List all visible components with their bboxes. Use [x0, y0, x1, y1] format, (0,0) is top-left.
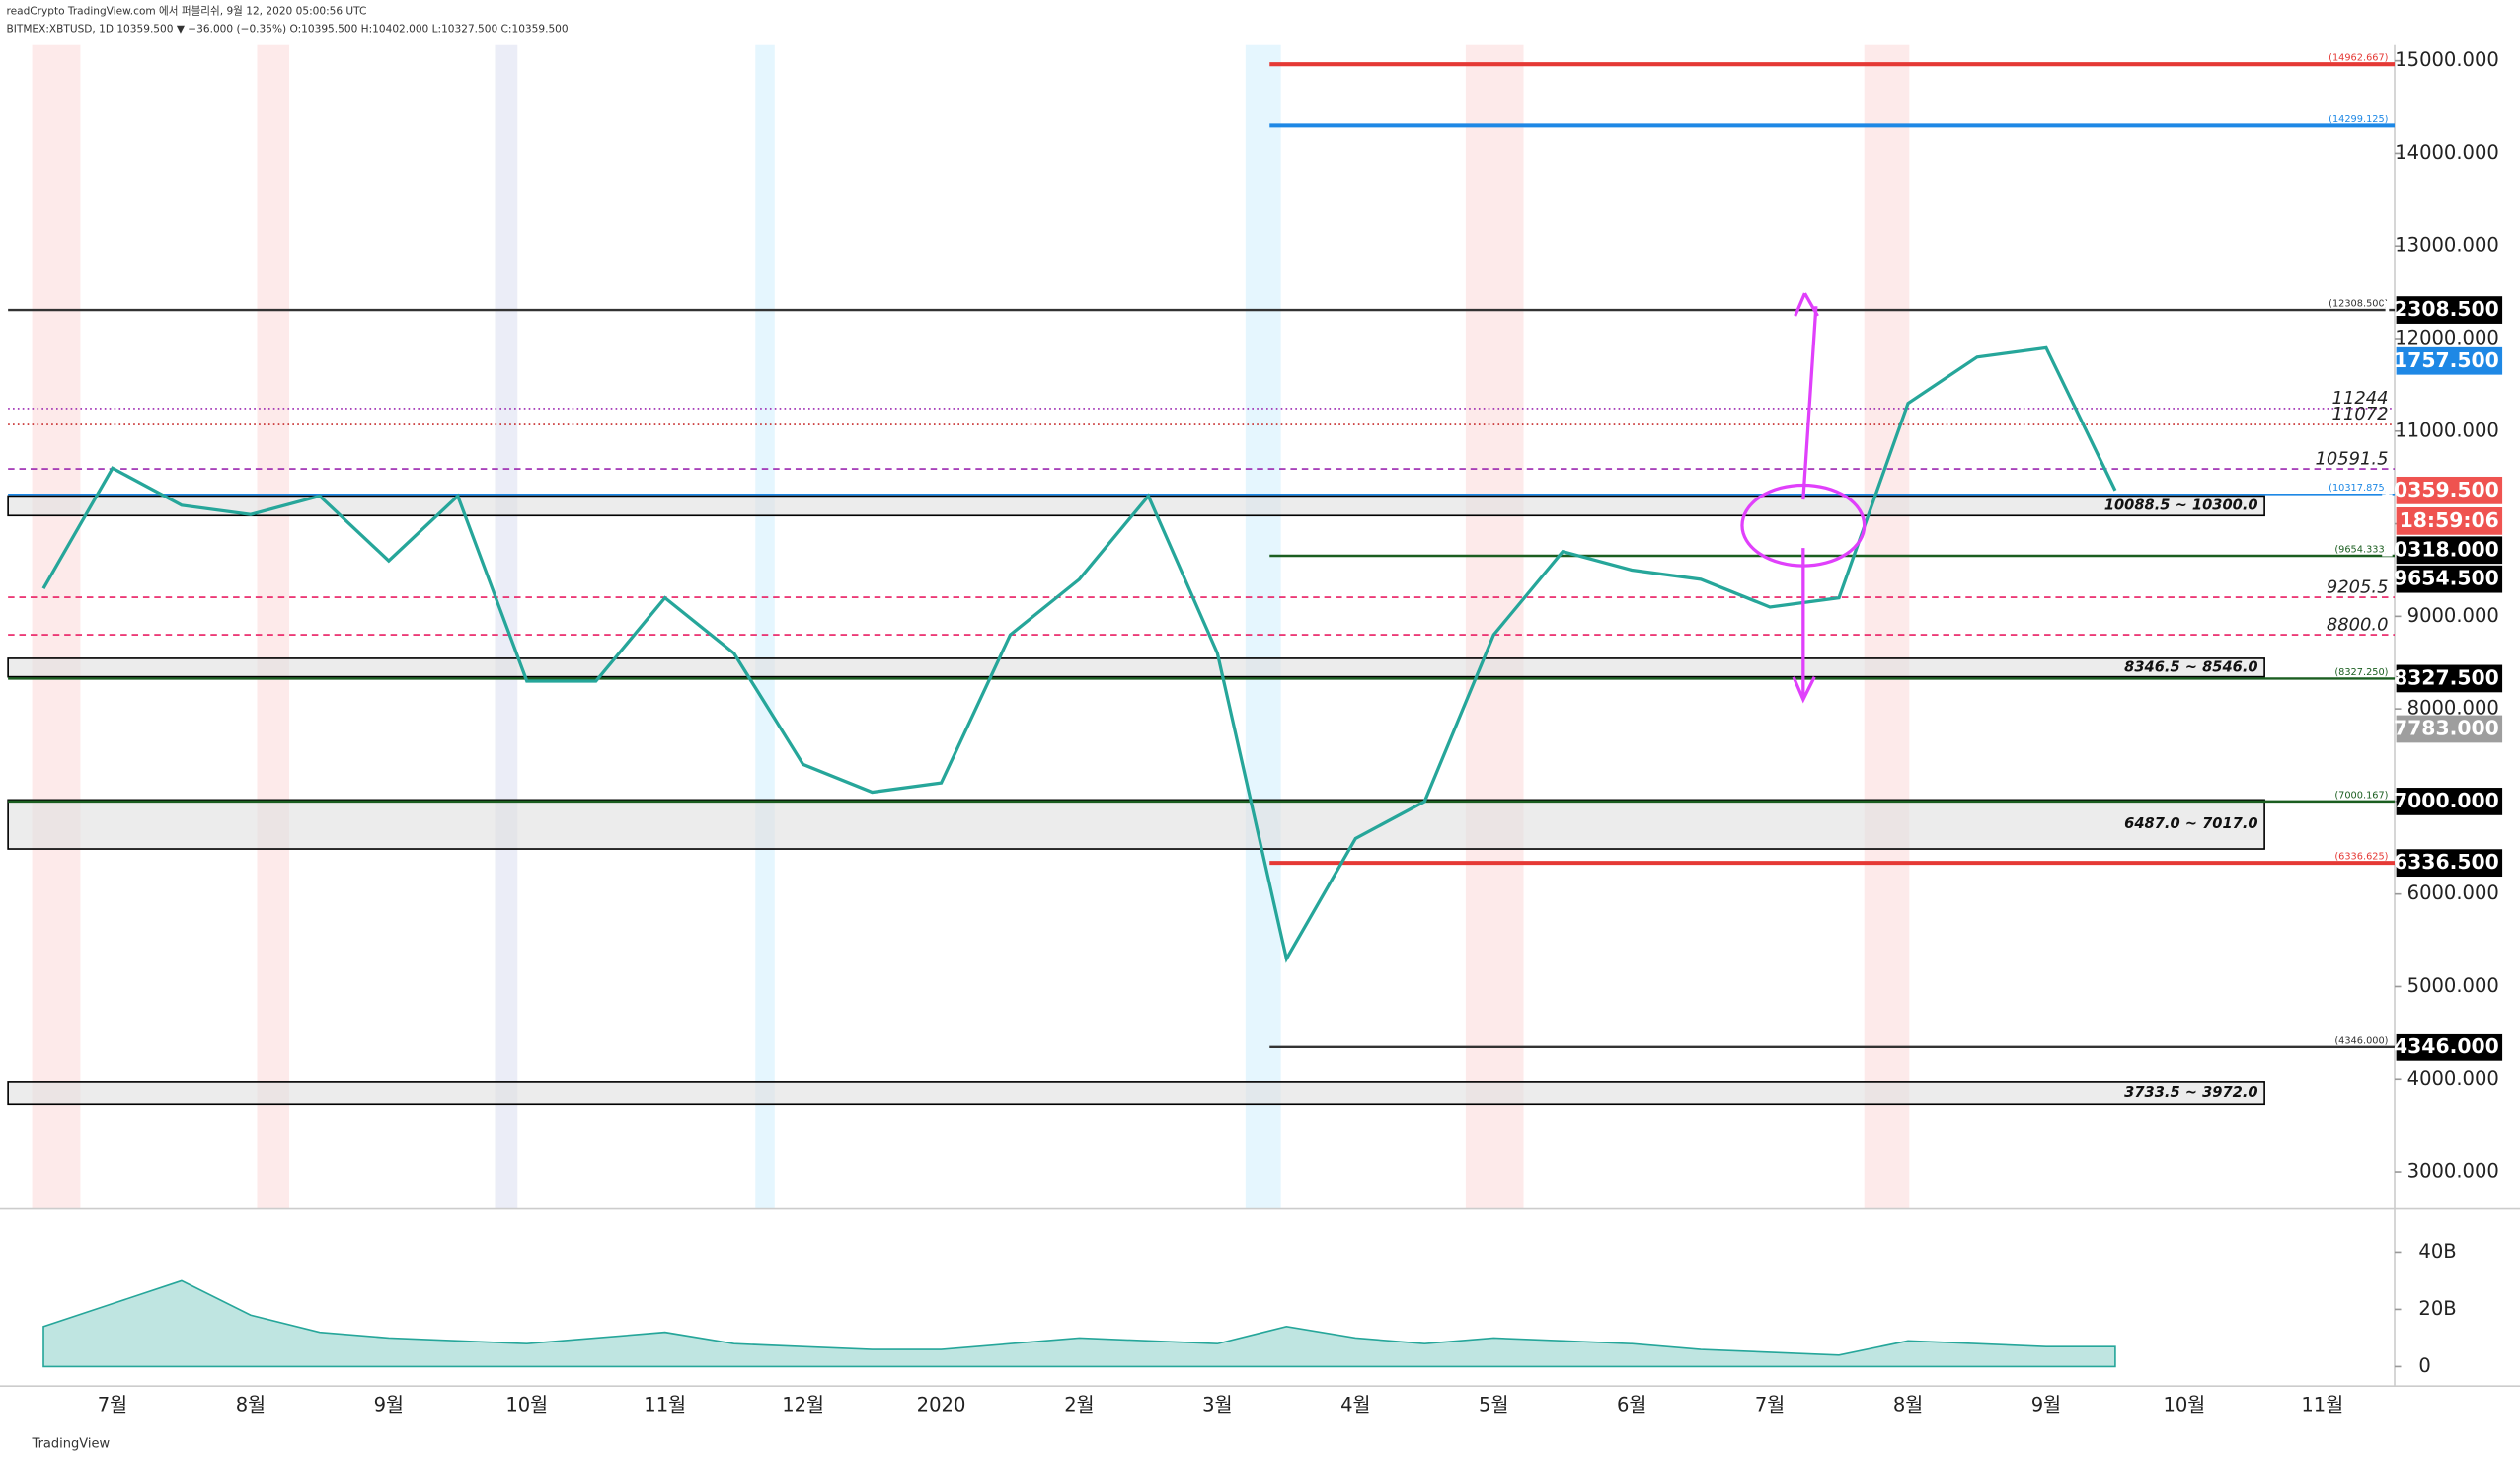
y-tick-label: 14000.000: [2395, 141, 2499, 164]
x-tick-label: 7월: [1755, 1393, 1785, 1416]
footer: TradingView: [32, 1436, 111, 1451]
x-tick-label: 9월: [2031, 1393, 2061, 1416]
price-badge-label: 6336.500: [2394, 850, 2499, 874]
y-tick-label: 5000.000: [2407, 974, 2499, 997]
price-badge-label: 10318.000: [2380, 537, 2499, 561]
price-badge-label: 4346.000: [2394, 1035, 2499, 1058]
y-tick-label: 4000.000: [2407, 1067, 2499, 1090]
x-tick-label: 10월: [505, 1393, 548, 1416]
zone-box: [7, 799, 2265, 850]
x-tick-label: 6월: [1617, 1393, 1646, 1416]
y-tick-label: 8000.000: [2407, 697, 2499, 720]
x-tick-label: 12월: [782, 1393, 824, 1416]
level-label: (14299.125): [2329, 115, 2388, 125]
x-tick-label: 8월: [236, 1393, 266, 1416]
x-tick-label: 10월: [2163, 1393, 2205, 1416]
zone-box: [7, 657, 2265, 678]
zone-label: 8346.5 ~ 8546.0: [2124, 658, 2257, 675]
zone-box: [7, 495, 2265, 517]
x-tick-label: 8월: [1893, 1393, 1923, 1416]
x-tick-label: 11월: [2301, 1393, 2343, 1416]
price-badge: [2396, 346, 2503, 375]
countdown: 18:59:06: [2400, 508, 2499, 532]
x-tick-label: 3월: [1202, 1393, 1232, 1416]
title: readCrypto TradingView.com 에서 퍼블리쉬, 9월 1…: [7, 5, 367, 17]
level-label: (10317.875): [2329, 483, 2388, 494]
y-tick-label: 15000.000: [2395, 48, 2499, 71]
price-badge-label: 7783.000: [2394, 716, 2499, 739]
marks: 15000.000 14000.000 13000.000 12000.000 1100…: [7, 48, 2503, 1416]
volume-tick-label: 0: [2418, 1354, 2430, 1377]
price-badge: [2396, 715, 2503, 743]
volume-tick-label: 40B: [2418, 1240, 2456, 1263]
price-badge: [2396, 664, 2503, 693]
price-badge: [2396, 1033, 2503, 1061]
x-tick-label: 2020: [917, 1393, 966, 1416]
y-tick-label: 12000.000: [2395, 326, 2499, 348]
level-label: (4346.000): [2334, 1035, 2388, 1046]
price-badge-label: 8327.500: [2394, 665, 2499, 689]
level-label: (9654.333): [2334, 544, 2388, 555]
x-tick-label: 7월: [98, 1393, 127, 1416]
zone-label: 3733.5 ~ 3972.0: [2124, 1084, 2257, 1101]
price-badge: [2396, 849, 2503, 878]
x-tick-label: 2월: [1064, 1393, 1094, 1416]
level-label: 11072: [2332, 404, 2389, 424]
x-tick-label: 11월: [644, 1393, 686, 1416]
y-tick-label: 11000.000: [2395, 419, 2499, 441]
level-label: 8800.0: [2327, 614, 2389, 635]
level-label: (6336.625): [2334, 852, 2388, 863]
level-label: 10591.5: [2315, 448, 2388, 469]
price-badge: [2396, 565, 2503, 593]
price-badge-label: 12308.500: [2380, 297, 2499, 321]
level-label: 11244: [2332, 388, 2389, 409]
zone-box: [7, 1081, 2265, 1106]
volume-area: [42, 1279, 2116, 1368]
price-badge: [2396, 788, 2503, 815]
shading: [32, 44, 1910, 1209]
price-badge-label: 9654.500: [2394, 567, 2499, 590]
annotation: [1740, 292, 1867, 704]
y-tick-label: 9000.000: [2407, 604, 2499, 627]
price-badge: [2396, 476, 2503, 504]
countdown-badge: [2396, 506, 2503, 535]
subtitle: BITMEX:XBTUSD, 1D 10359.500 ▼ −36.000 (−…: [7, 23, 569, 35]
price-badge: [2396, 296, 2503, 324]
zone-label: 10088.5 ~ 10300.0: [2104, 497, 2258, 513]
volume-tick-label: 20B: [2418, 1297, 2456, 1320]
price-badge-label: 7000.000: [2394, 789, 2499, 812]
level-label: 9205.5: [2327, 576, 2389, 597]
x-tick-label: 4월: [1340, 1393, 1370, 1416]
price-badge-label: 11757.500: [2380, 348, 2499, 372]
x-tick-label: 5월: [1479, 1393, 1508, 1416]
y-tick-label: 6000.000: [2407, 882, 2499, 904]
y-tick-label: 3000.000: [2407, 1160, 2499, 1183]
level-label: (12308.500): [2329, 299, 2388, 310]
price-badge-label: 10359.500: [2380, 478, 2499, 501]
zone-label: 6487.0 ~ 7017.0: [2124, 815, 2257, 832]
price-badge: [2396, 536, 2503, 565]
level-label: (14962.667): [2329, 53, 2388, 64]
level-label: (7000.167): [2334, 790, 2388, 801]
x-tick-label: 9월: [374, 1393, 404, 1416]
price-line: [41, 345, 2117, 963]
level-label: (8327.250): [2334, 667, 2388, 678]
y-tick-label: 13000.000: [2395, 234, 2499, 257]
